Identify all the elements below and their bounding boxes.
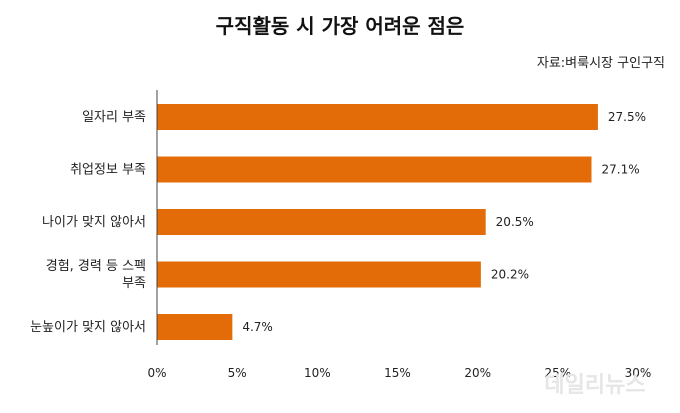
chart-source: 자료:벼룩시장 구인구직 bbox=[537, 56, 665, 71]
watermark: 데일리뉴스 bbox=[544, 373, 645, 398]
x-tick-label-6: 30% bbox=[625, 366, 652, 380]
x-tick-label-4: 20% bbox=[464, 366, 491, 380]
chart-title: 구직활동 시 가장 어려운 점은 bbox=[216, 14, 465, 38]
category-label-1-line-0: 취업정보 부족 bbox=[70, 163, 146, 178]
category-label-2-line-0: 나이가 맞지 않아서 bbox=[42, 215, 146, 230]
bar-4 bbox=[157, 314, 233, 340]
category-label-4-line-0: 눈높이가 맞지 않아서 bbox=[30, 320, 146, 335]
value-label-1: 27.1% bbox=[602, 163, 640, 177]
category-label-0: 일자리 부족 bbox=[82, 110, 146, 125]
value-label-3: 20.2% bbox=[491, 268, 529, 282]
x-tick-label-1: 5% bbox=[228, 366, 247, 380]
x-tick-label-5: 25% bbox=[544, 366, 571, 380]
x-tick-label-2: 10% bbox=[304, 366, 331, 380]
value-label-2: 20.5% bbox=[496, 215, 534, 229]
value-label-0: 27.5% bbox=[608, 110, 646, 124]
category-label-1: 취업정보 부족 bbox=[70, 163, 146, 178]
category-label-2: 나이가 맞지 않아서 bbox=[42, 215, 146, 230]
bar-1 bbox=[157, 156, 592, 183]
category-label-3-line-1: 부족 bbox=[122, 276, 146, 291]
x-tick-label-0: 0% bbox=[147, 366, 166, 380]
bar-3 bbox=[157, 261, 481, 288]
x-tick-label-3: 15% bbox=[384, 366, 411, 380]
category-label-0-line-0: 일자리 부족 bbox=[82, 110, 146, 125]
value-label-4: 4.7% bbox=[242, 320, 273, 334]
bar-0 bbox=[157, 104, 598, 130]
x-axis-ticks: 0% 5% 10% 15% 20% 25% 30% bbox=[147, 366, 651, 380]
category-label-4: 눈높이가 맞지 않아서 bbox=[30, 320, 146, 335]
bars-group: 27.5% 일자리 부족 27.1% 취업정보 부족 20.5% 나이가 맞지 않아서 20… bbox=[30, 104, 646, 340]
category-label-3-line-0: 경험, 경력 등 스펙 bbox=[46, 259, 146, 274]
bar-2 bbox=[157, 209, 486, 235]
